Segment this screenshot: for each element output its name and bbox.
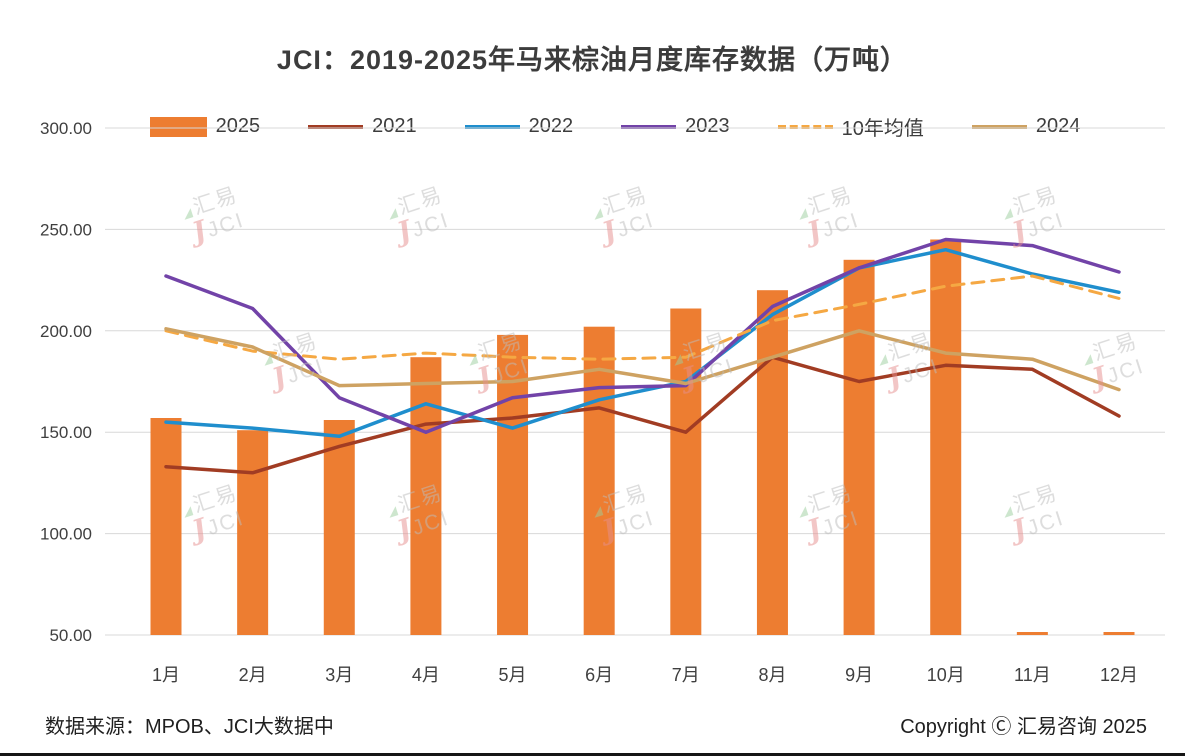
bar-2025 (670, 308, 702, 635)
legend-line-swatch (308, 124, 364, 129)
bar-2025 (410, 357, 442, 635)
x-tick-label: 4月 (412, 665, 440, 685)
legend-label: 2022 (528, 115, 574, 137)
x-tick-label: 7月 (672, 665, 700, 685)
legend-item-2022: 2022 (464, 115, 574, 138)
x-tick-label: 2月 (239, 665, 267, 685)
y-tick-label: 300.00 (40, 119, 92, 138)
legend-line-swatch (621, 124, 677, 129)
x-tick-label: 6月 (585, 665, 613, 685)
bar-2025 (497, 334, 529, 635)
line-2022 (164, 247, 1121, 439)
x-tick-label: 11月 (1014, 665, 1051, 685)
legend-item-2024: 2024 (971, 115, 1081, 138)
legend-label: 2021 (372, 115, 417, 137)
x-tick-label: 10月 (927, 665, 965, 685)
legend-label: 2025 (215, 115, 261, 137)
legend-item-2023: 2023 (621, 115, 730, 138)
legend-line-swatch (464, 124, 520, 129)
bar-2025 (930, 239, 962, 635)
legend-item-10年均值: 10年均值 (777, 112, 924, 141)
x-tick-label: 5月 (499, 665, 527, 685)
legend-line-swatch (971, 124, 1027, 129)
y-tick-label: 100.00 (40, 525, 92, 544)
y-tick-label: 200.00 (40, 322, 92, 341)
legend-label: 2024 (1035, 115, 1081, 137)
bar-2025-stub (1016, 632, 1048, 635)
x-tick-label: 9月 (845, 665, 873, 685)
legend-label: 10年均值 (841, 118, 924, 140)
bar-2025 (843, 259, 875, 635)
x-tick-label: 1月 (152, 665, 180, 685)
data-source-text: 数据来源：MPOB、JCI大数据中 (45, 716, 334, 738)
y-tick-label: 150.00 (40, 423, 92, 442)
bar-2025 (237, 430, 269, 635)
line-2023 (164, 237, 1121, 434)
line-2024 (164, 327, 1121, 392)
y-tick-label: 50.00 (49, 626, 92, 645)
line-10年均值 (164, 274, 1121, 361)
footer: 数据来源：MPOB、JCI大数据中 Copyright Ⓒ 汇易咨询 2025 (45, 710, 1147, 739)
bar-2025 (150, 418, 182, 635)
legend-item-2021: 2021 (308, 115, 417, 138)
chart-legend: 2025 2021 2022 2023 10年均值 2024 (0, 112, 1185, 141)
legend-line-swatch (777, 124, 833, 129)
bar-2025 (756, 290, 788, 635)
bar-2025 (323, 420, 355, 635)
chart-title: JCI：2019-2025年马来棕油月度库存数据（万吨） (276, 45, 909, 75)
copyright-text: Copyright Ⓒ 汇易咨询 2025 (900, 716, 1147, 738)
y-tick-label: 250.00 (40, 220, 92, 239)
bar-2025-stub (1103, 632, 1135, 635)
legend-item-2025: 2025 (149, 115, 261, 138)
x-tick-label: 8月 (758, 665, 786, 685)
legend-label: 2023 (685, 115, 730, 137)
x-tick-label: 3月 (325, 665, 353, 685)
bar-2025 (583, 326, 615, 635)
line-2021 (164, 355, 1121, 475)
x-tick-label: 12月 (1100, 665, 1138, 685)
legend-bar-swatch (149, 116, 207, 137)
